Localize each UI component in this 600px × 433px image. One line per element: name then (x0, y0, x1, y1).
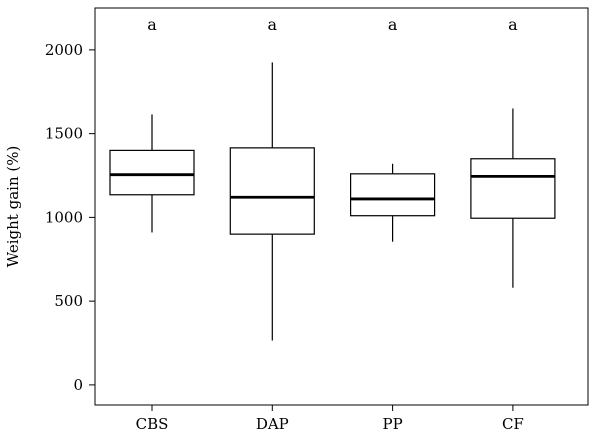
y-axis-title: Weight gain (%) (4, 146, 22, 268)
significance-label: a (388, 15, 398, 34)
significance-label: a (268, 15, 278, 34)
box-iqr (470, 158, 556, 219)
significance-label: a (147, 15, 157, 34)
x-tick-label: PP (383, 415, 403, 433)
box-group-cbs: a (109, 15, 195, 233)
y-tick-label: 1000 (45, 208, 83, 226)
x-tick-label: DAP (256, 415, 289, 433)
y-tick-label: 0 (73, 376, 83, 394)
y-tick-label: 2000 (45, 41, 83, 59)
plot-frame (94, 7, 589, 406)
box-group-pp: a (350, 15, 436, 242)
box-group-cf: a (470, 15, 556, 288)
significance-label: a (508, 15, 518, 34)
y-tick-label: 1500 (45, 125, 83, 143)
y-tick-label: 500 (54, 292, 83, 310)
box-iqr (109, 149, 195, 196)
box-iqr (350, 173, 436, 217)
x-tick-label: CF (502, 415, 524, 433)
x-tick-label: CBS (136, 415, 169, 433)
box-group-dap: a (229, 15, 315, 341)
box-iqr (229, 147, 315, 235)
